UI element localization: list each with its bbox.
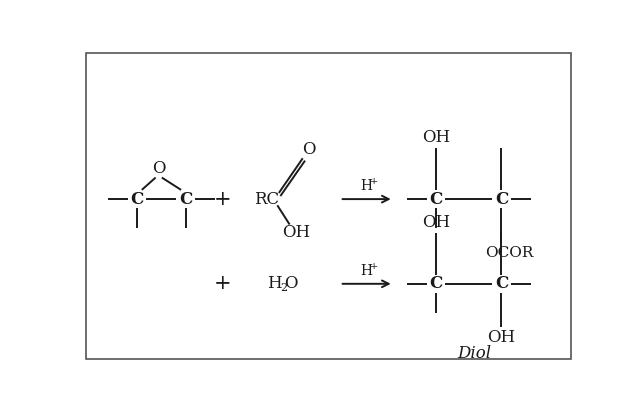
Text: OH: OH [422,214,450,231]
Text: Diol: Diol [458,345,492,361]
Text: 2: 2 [280,284,287,293]
Text: +: + [214,274,231,293]
Text: C: C [495,191,508,208]
Text: OH: OH [487,329,515,346]
Text: O: O [302,141,315,157]
Text: +: + [370,262,378,271]
Text: O: O [285,275,298,292]
Text: +: + [370,177,378,186]
Text: C: C [429,275,442,292]
Text: O: O [152,160,165,177]
Text: H: H [361,179,372,193]
Text: C: C [179,191,192,208]
Text: OH: OH [422,129,450,146]
Text: OCOR: OCOR [485,246,533,260]
Text: OH: OH [282,224,310,241]
Text: C: C [495,275,508,292]
Text: C: C [131,191,144,208]
Text: RC: RC [254,191,279,208]
Text: H: H [267,275,281,292]
Text: H: H [361,264,372,278]
Text: C: C [429,191,442,208]
Text: +: + [214,190,231,208]
